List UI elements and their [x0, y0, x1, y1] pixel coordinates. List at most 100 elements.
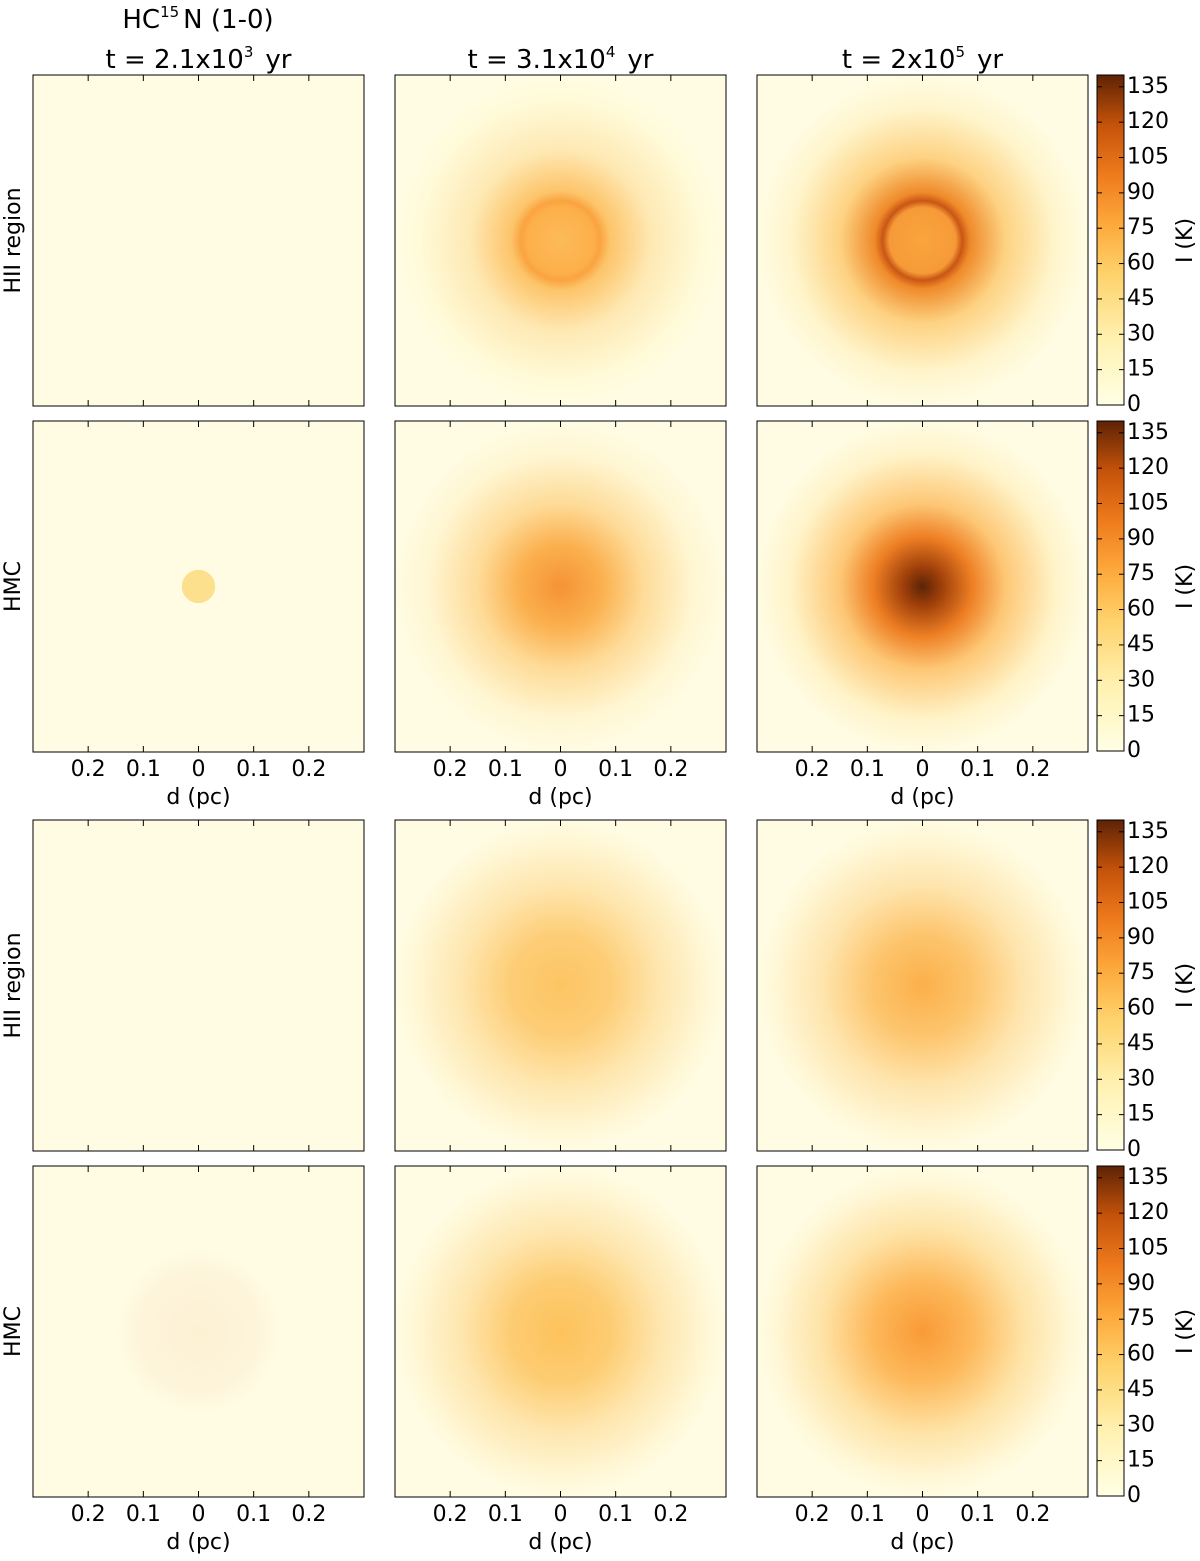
colorbar [1096, 1165, 1125, 1497]
x-tick-label: 0.2 [71, 757, 106, 782]
x-tick-label: 0.1 [236, 1502, 271, 1527]
colorbar-tick-label: 30 [1127, 1412, 1155, 1437]
x-tick-label: 0 [192, 1502, 206, 1527]
map-panel [394, 1165, 727, 1498]
x-tick-label: 0 [554, 1502, 568, 1527]
x-axis-label: d (pc) [528, 785, 592, 810]
title-rest: N (1-0) [183, 5, 273, 35]
map-panel [394, 819, 727, 1152]
column-title-unit: yr [627, 45, 653, 75]
colorbar-tick-label: 135 [1127, 819, 1169, 844]
colorbar-label: I (K) [1173, 963, 1198, 1008]
colorbar-tick-label: 45 [1127, 286, 1155, 311]
title-base: HC [122, 5, 160, 35]
colorbar-tick-label: 135 [1127, 1165, 1169, 1190]
x-tick-label: 0.1 [126, 757, 161, 782]
colorbar-tick-label: 135 [1127, 74, 1169, 99]
colorbar-tick-label: 60 [1127, 996, 1155, 1021]
x-tick-label: 0 [916, 757, 930, 782]
colorbar-label: I (K) [1173, 218, 1198, 263]
colorbar-tick-label: 105 [1127, 491, 1169, 516]
x-tick-label: 0.1 [236, 757, 271, 782]
colorbar-tick-label: 30 [1127, 1066, 1155, 1091]
colorbar-tick-label: 120 [1127, 1200, 1169, 1225]
row-label: HII region [1, 187, 26, 293]
colorbar-tick-label: 120 [1127, 455, 1169, 480]
colorbar-tick-label: 75 [1127, 215, 1155, 240]
x-tick-label: 0.2 [291, 1502, 326, 1527]
x-tick-label: 0.2 [1015, 757, 1050, 782]
x-tick-label: 0.2 [653, 757, 688, 782]
map-panel [756, 1165, 1089, 1498]
colorbar-tick-label: 45 [1127, 1377, 1155, 1402]
colorbar-tick-label: 90 [1127, 925, 1155, 950]
map-panel [394, 420, 727, 753]
x-tick-label: 0.2 [1015, 1502, 1050, 1527]
colorbar-tick-label: 75 [1127, 561, 1155, 586]
colorbar-tick-label: 30 [1127, 667, 1155, 692]
colorbar-tick-label: 120 [1127, 109, 1169, 134]
colorbar-tick-label: 15 [1127, 1448, 1155, 1473]
colorbar-tick-label: 90 [1127, 1271, 1155, 1296]
map-panel [32, 1165, 365, 1498]
column-title-unit: yr [977, 45, 1003, 75]
x-tick-label: 0.2 [291, 757, 326, 782]
colorbar-tick-label: 75 [1127, 960, 1155, 985]
column-title-base: t = 3.1x10 [468, 45, 606, 75]
colorbar-tick-label: 15 [1127, 1102, 1155, 1127]
map-panel [32, 74, 365, 407]
x-tick-label: 0.2 [795, 757, 830, 782]
x-tick-label: 0.1 [850, 757, 885, 782]
x-tick-label: 0.2 [71, 1502, 106, 1527]
x-tick-label: 0.1 [960, 1502, 995, 1527]
colorbar-tick-label: 60 [1127, 251, 1155, 276]
row-label: HII region [1, 932, 26, 1038]
colorbar-tick-label: 15 [1127, 703, 1155, 728]
colorbar-tick-label: 30 [1127, 321, 1155, 346]
x-axis-label: d (pc) [528, 1530, 592, 1555]
colorbar [1096, 819, 1125, 1151]
colorbar-tick-label: 135 [1127, 420, 1169, 445]
colorbar-tick-label: 15 [1127, 357, 1155, 382]
x-tick-label: 0.1 [850, 1502, 885, 1527]
colorbar-tick-label: 75 [1127, 1306, 1155, 1331]
figure-title: HC15 N (1-0) [122, 3, 273, 35]
column-title-base: t = 2x10 [842, 45, 956, 75]
colorbar-tick-label: 105 [1127, 1236, 1169, 1261]
colorbar-tick-label: 105 [1127, 890, 1169, 915]
map-panel [756, 420, 1089, 753]
column-title: t = 3.1x104 yr [468, 43, 654, 75]
colorbar-label: I (K) [1173, 1309, 1198, 1354]
colorbar-tick-label: 120 [1127, 854, 1169, 879]
x-tick-label: 0.1 [488, 757, 523, 782]
x-axis-label: d (pc) [166, 1530, 230, 1555]
x-tick-label: 0 [554, 757, 568, 782]
colorbar [1096, 420, 1125, 752]
map-panel [756, 74, 1089, 407]
colorbar-tick-label: 105 [1127, 145, 1169, 170]
x-axis-label: d (pc) [890, 1530, 954, 1555]
column-title-base: t = 2.1x10 [106, 45, 244, 75]
row-label: HMC [1, 561, 26, 612]
x-tick-label: 0 [192, 757, 206, 782]
x-tick-label: 0.2 [795, 1502, 830, 1527]
x-tick-label: 0.2 [433, 1502, 468, 1527]
map-panel [32, 420, 365, 753]
x-tick-label: 0.2 [653, 1502, 688, 1527]
column-title-exp: 3 [244, 43, 254, 61]
colorbar-tick-label: 90 [1127, 180, 1155, 205]
column-title-exp: 4 [606, 43, 616, 61]
title-exp: 15 [160, 3, 179, 21]
x-tick-label: 0.1 [598, 1502, 633, 1527]
colorbar-label: I (K) [1173, 564, 1198, 609]
x-tick-label: 0.1 [960, 757, 995, 782]
colorbar-tick-label: 0 [1127, 1483, 1141, 1508]
map-panel [32, 819, 365, 1152]
x-tick-label: 0 [916, 1502, 930, 1527]
colorbar-tick-label: 0 [1127, 738, 1141, 763]
map-panel [394, 74, 727, 407]
row-label: HMC [1, 1306, 26, 1357]
column-title-unit: yr [265, 45, 291, 75]
column-title-exp: 5 [955, 43, 965, 61]
